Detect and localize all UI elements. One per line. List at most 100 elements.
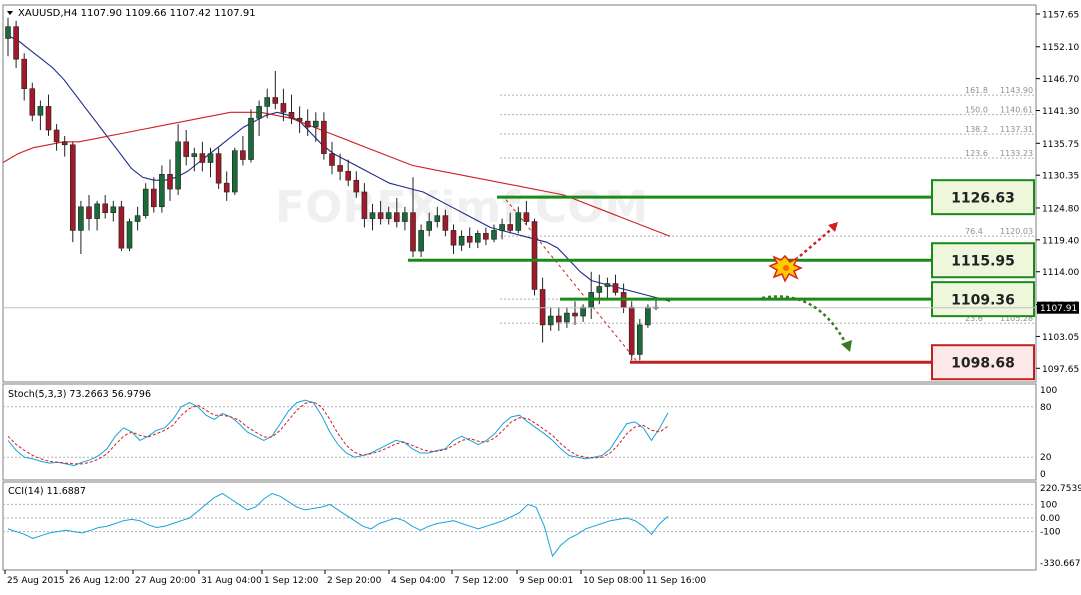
candle-body	[86, 206, 92, 219]
cci-axis-label: 100	[1040, 500, 1057, 510]
candle-body	[555, 315, 562, 323]
candle-body	[645, 306, 651, 326]
candle-body	[78, 206, 84, 231]
candle-body	[507, 224, 514, 231]
candle-body	[223, 182, 230, 193]
time-tick-label: 26 Aug 12:00	[69, 576, 130, 586]
price-tick-label: 1103.05	[1042, 333, 1079, 343]
candle-body	[353, 179, 360, 193]
candle-body	[434, 215, 441, 222]
price-tick-label: 1119.40	[1042, 236, 1079, 246]
menu-triangle-icon[interactable]	[7, 11, 13, 15]
price-level-box	[931, 344, 1035, 381]
candle-body	[21, 58, 28, 89]
candle-body	[45, 106, 52, 131]
candle-body	[312, 120, 319, 128]
fib-swing-line	[505, 199, 637, 361]
cci-layer: 220.7539 100 0.00 -100 -330.6677	[3, 484, 1081, 569]
candle-body	[410, 212, 416, 252]
price-tick-label: 1135.75	[1042, 140, 1079, 150]
candle-body	[580, 306, 586, 317]
candle-body	[191, 153, 198, 157]
price-tick-label: 1146.70	[1042, 75, 1079, 85]
cci-axis-label: -330.6677	[1040, 559, 1081, 569]
candle-body	[5, 26, 11, 39]
candle-body	[393, 212, 400, 222]
price-level-label: 1109.36	[951, 293, 1015, 309]
fib-price-label: 1140.61	[1000, 106, 1033, 115]
cci-axis-label: -100	[1040, 528, 1061, 538]
time-tick-label: 1 Sep 12:00	[264, 576, 319, 586]
candle-body	[151, 188, 157, 208]
candle-body	[499, 224, 505, 231]
candle-body	[604, 283, 611, 287]
candle-body	[248, 117, 254, 160]
candle-body	[466, 236, 473, 243]
price-axis-layer: 1157.65 1152.10 1146.70 1141.30 1135.75 1130.…	[3, 10, 1079, 375]
price-level-label: 1115.95	[951, 254, 1015, 270]
candle-body	[207, 153, 214, 163]
stoch-axis-label: 0	[1040, 470, 1046, 480]
cci-header: CCI(14) 11.6887	[8, 486, 86, 497]
candle-body	[264, 97, 271, 107]
time-axis-layer: 25 Aug 2015 26 Aug 12:00 27 Aug 20:00 31 Au…	[4, 570, 706, 586]
candle-body	[369, 212, 376, 219]
fib-price-label: 1133.23	[1000, 149, 1033, 158]
time-tick-label: 25 Aug 2015	[7, 576, 65, 586]
annotation-down-arrow	[761, 295, 852, 352]
candle-body	[272, 97, 279, 104]
candle-body	[628, 306, 635, 355]
candle-body	[337, 165, 343, 172]
candle-body	[167, 174, 173, 190]
candle-body	[329, 153, 335, 166]
candle-body	[304, 120, 311, 128]
candle-body	[183, 141, 189, 157]
stoch-d-line	[7, 401, 669, 465]
time-tick-label: 10 Sep 08:00	[583, 576, 643, 586]
fib-ratio-label: 23.6	[965, 314, 983, 323]
candle-body	[442, 215, 449, 231]
moving-average-line	[2, 111, 671, 237]
price-tick-label: 1152.10	[1042, 43, 1079, 53]
fib-price-label: 1143.90	[1000, 86, 1033, 95]
candle-body	[280, 103, 287, 113]
stoch-pane-frame	[2, 383, 1037, 481]
candle-body	[474, 233, 481, 243]
cci-line	[7, 492, 669, 558]
price-tick-label: 1141.30	[1042, 107, 1079, 117]
candle-body	[134, 215, 141, 222]
candle-body	[37, 106, 44, 116]
stoch-axis-label: 80	[1040, 403, 1052, 413]
candle-body	[321, 120, 327, 154]
candle-body	[426, 221, 433, 231]
time-tick-label: 2 Sep 20:00	[327, 576, 382, 586]
candle-body	[118, 206, 125, 249]
candle-body	[596, 286, 603, 293]
candle-body	[175, 141, 181, 190]
stoch-header: Stoch(5,3,3) 73.2663 56.9796	[8, 389, 151, 400]
price-tick-label: 1097.65	[1042, 365, 1079, 375]
candle-body	[94, 203, 100, 219]
candle-body	[531, 221, 538, 290]
price-level-box	[931, 281, 1035, 318]
time-tick-label: 4 Sep 04:00	[391, 576, 446, 586]
price-tick-label: 1114.00	[1042, 268, 1079, 278]
fib-ratio-label: 161.8	[965, 86, 988, 95]
candle-body	[418, 230, 424, 252]
price-level-label: 1126.63	[951, 191, 1015, 207]
candles-layer	[5, 17, 659, 361]
candle-body	[564, 312, 570, 323]
main-pane-frame	[2, 4, 1037, 383]
fib-ratio-label: 150.0	[965, 106, 988, 115]
watermark: FOREXimf.COM	[275, 182, 648, 233]
time-tick-label: 27 Aug 20:00	[135, 576, 196, 586]
moving-averages-layer	[2, 35, 671, 302]
current-price-box	[1037, 301, 1079, 314]
candle-body	[13, 26, 19, 60]
time-tick-label: 9 Sep 00:01	[519, 576, 573, 586]
explosion-icon	[768, 254, 803, 283]
fib-ratio-label: 138.2	[965, 125, 988, 134]
candle-body	[215, 153, 222, 184]
price-level-label: 1098.68	[951, 356, 1015, 372]
